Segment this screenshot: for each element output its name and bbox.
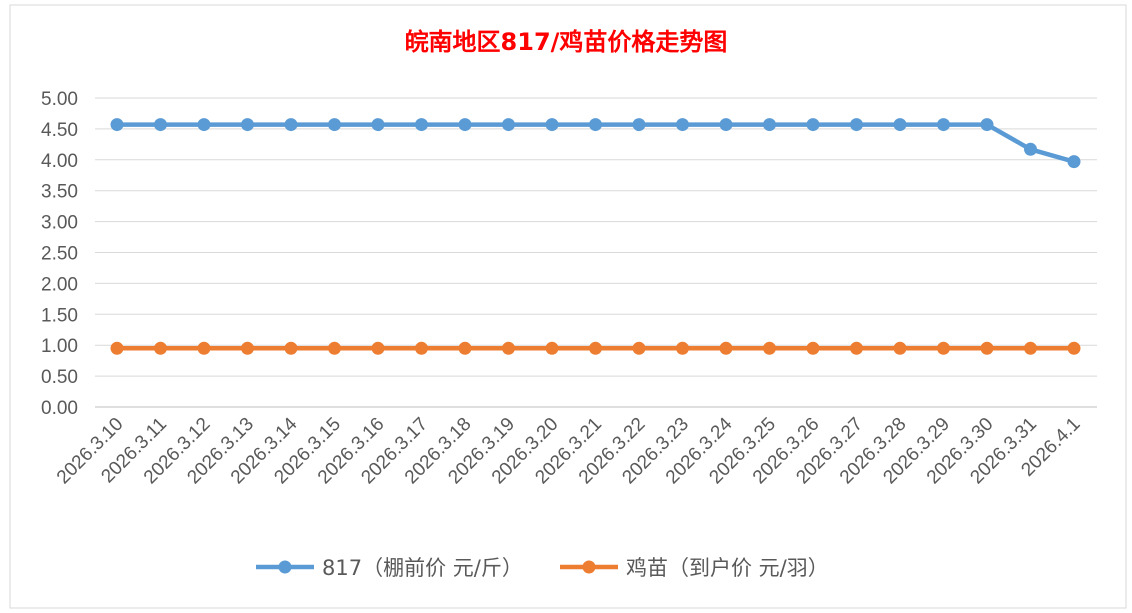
- legend: 817（棚前价 元/斤） 鸡苗（到户价 元/羽）: [256, 556, 829, 580]
- data-point: [328, 118, 341, 132]
- y-tick-label: 0.50: [41, 367, 78, 388]
- data-point: [545, 341, 559, 355]
- data-point: [980, 118, 994, 132]
- y-tick-label: 3.00: [41, 213, 78, 234]
- data-point: [1024, 341, 1037, 355]
- chart-title: 皖南地区817/鸡苗价格走势图: [405, 28, 728, 56]
- legend-marker: [582, 560, 596, 574]
- data-point: [371, 118, 385, 132]
- data-point: [719, 118, 733, 132]
- data-point: [719, 341, 733, 355]
- data-point: [241, 341, 254, 355]
- data-point: [197, 341, 211, 355]
- series-2: [110, 341, 1081, 355]
- y-tick-label: 2.50: [41, 244, 78, 265]
- data-point: [806, 118, 820, 132]
- data-point: [676, 341, 689, 355]
- legend-label: 鸡苗（到户价 元/羽）: [626, 556, 829, 580]
- y-axis-tick-labels: 0.00 0.50 1.00 1.50 2.00 2.50 3.00 3.50 4.00 4.50…: [41, 89, 78, 419]
- data-point: [502, 341, 515, 355]
- legend-item: 817（棚前价 元/斤）: [256, 556, 523, 580]
- data-point: [458, 341, 472, 355]
- y-tick-label: 4.00: [41, 151, 78, 172]
- legend-marker: [278, 560, 292, 574]
- data-point: [197, 118, 211, 132]
- data-point: [1024, 142, 1037, 156]
- data-point: [763, 341, 776, 355]
- series-layer: [110, 118, 1081, 355]
- chart-border: [9, 4, 1127, 609]
- data-point: [110, 118, 124, 132]
- y-tick-label: 0.00: [41, 398, 78, 419]
- y-tick-label: 4.50: [41, 120, 78, 141]
- data-point: [893, 341, 907, 355]
- data-point: [1067, 341, 1081, 355]
- grid-lines: [95, 97, 1097, 408]
- data-point: [154, 341, 167, 355]
- y-tick-label: 5.00: [41, 89, 78, 110]
- y-tick-label: 1.50: [41, 305, 78, 326]
- data-point: [850, 118, 863, 132]
- data-point: [284, 118, 298, 132]
- data-point: [502, 118, 515, 132]
- data-point: [893, 118, 907, 132]
- data-point: [545, 118, 559, 132]
- legend-item: 鸡苗（到户价 元/羽）: [560, 556, 829, 580]
- data-point: [415, 341, 428, 355]
- data-point: [632, 118, 646, 132]
- data-point: [328, 341, 341, 355]
- data-point: [850, 341, 863, 355]
- y-tick-label: 1.00: [41, 336, 78, 357]
- data-point: [458, 118, 472, 132]
- data-point: [284, 341, 298, 355]
- data-point: [241, 118, 254, 132]
- y-tick-label: 3.50: [41, 182, 78, 203]
- data-point: [371, 341, 385, 355]
- data-point: [632, 341, 646, 355]
- data-point: [937, 341, 950, 355]
- data-point: [937, 118, 950, 132]
- data-point: [806, 341, 820, 355]
- data-point: [589, 118, 602, 132]
- data-point: [415, 118, 428, 132]
- data-point: [154, 118, 167, 132]
- series-1: [110, 118, 1081, 169]
- legend-label: 817（棚前价 元/斤）: [322, 556, 523, 580]
- y-tick-label: 2.00: [41, 274, 78, 295]
- data-point: [980, 341, 994, 355]
- data-point: [110, 341, 124, 355]
- data-point: [1067, 155, 1081, 169]
- data-point: [589, 341, 602, 355]
- data-point: [676, 118, 689, 132]
- data-point: [763, 118, 776, 132]
